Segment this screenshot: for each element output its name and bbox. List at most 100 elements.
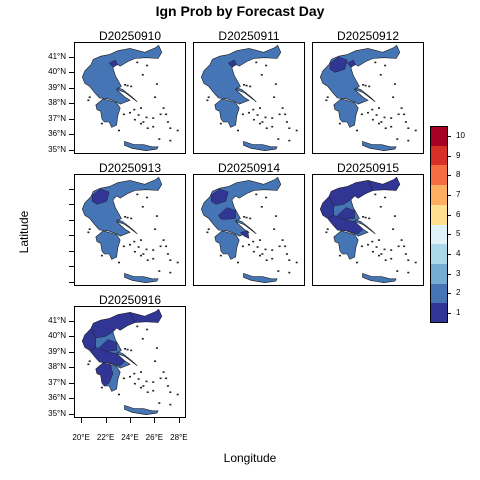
peloponnese-region xyxy=(214,98,240,128)
small-island xyxy=(364,84,367,87)
legend-label: 1 xyxy=(456,308,461,318)
small-island xyxy=(219,122,222,125)
small-island xyxy=(414,261,417,264)
class1-area-2 xyxy=(82,328,96,351)
small-island xyxy=(169,139,172,142)
legend-swatch-10 xyxy=(430,126,447,147)
small-island xyxy=(360,245,363,248)
small-island xyxy=(130,217,133,220)
small-island xyxy=(169,403,172,406)
small-island xyxy=(375,114,378,116)
class1-area-1 xyxy=(346,59,357,68)
small-island xyxy=(261,253,264,255)
small-island xyxy=(360,113,363,116)
small-island xyxy=(271,249,274,251)
small-island xyxy=(133,108,136,111)
small-island xyxy=(403,245,406,248)
small-island xyxy=(375,246,378,248)
lat-tick-mark xyxy=(69,149,74,151)
small-island xyxy=(265,196,268,199)
small-island xyxy=(142,385,145,387)
crete-island xyxy=(124,140,159,152)
lon-tick-mark xyxy=(178,418,180,423)
lat-tick-mark xyxy=(69,103,74,105)
y-axis-label: Latitude xyxy=(17,210,31,254)
small-island xyxy=(87,363,90,366)
chart-title: Ign Prob by Forecast Day xyxy=(155,3,325,19)
small-island xyxy=(379,206,382,208)
class1-area-1 xyxy=(129,308,163,323)
small-island xyxy=(122,245,125,248)
small-island xyxy=(237,261,239,264)
small-island xyxy=(165,113,168,116)
lat-tick-mark xyxy=(69,336,74,338)
small-island xyxy=(243,84,246,86)
lat-tick-label: 36°N xyxy=(48,129,66,139)
small-island xyxy=(390,257,393,260)
small-island xyxy=(326,228,329,230)
small-island xyxy=(145,248,148,251)
legend-label: 7 xyxy=(456,189,461,199)
small-island xyxy=(274,83,277,85)
small-island xyxy=(252,108,255,111)
small-island xyxy=(162,371,165,373)
legend-tick xyxy=(448,273,451,275)
small-island xyxy=(140,239,142,241)
small-island xyxy=(252,250,255,253)
small-island xyxy=(122,377,125,380)
small-island xyxy=(100,254,103,257)
small-island xyxy=(145,116,148,119)
small-island xyxy=(384,196,387,199)
small-island xyxy=(152,389,155,392)
small-island xyxy=(362,84,365,86)
greece-map xyxy=(81,176,179,284)
small-island xyxy=(259,122,261,125)
small-island xyxy=(165,377,168,380)
small-island xyxy=(404,121,407,123)
small-island xyxy=(407,127,410,129)
small-island xyxy=(206,231,209,234)
peloponnese-region xyxy=(214,230,240,260)
small-island xyxy=(248,111,250,114)
small-island xyxy=(129,375,131,378)
lon-tick-mark xyxy=(81,418,83,423)
small-island xyxy=(371,240,374,243)
small-island xyxy=(383,116,386,119)
small-island xyxy=(285,121,288,123)
small-island xyxy=(278,113,281,116)
small-island xyxy=(118,261,120,264)
crete-island xyxy=(362,272,397,284)
small-island xyxy=(141,74,144,76)
small-island xyxy=(407,271,410,274)
class1-area-5 xyxy=(95,362,114,387)
small-island xyxy=(126,84,129,87)
small-island xyxy=(371,250,374,253)
legend-swatch-7 xyxy=(430,185,447,206)
peloponnese-region xyxy=(333,230,359,260)
small-island xyxy=(245,84,248,87)
small-island xyxy=(243,216,246,218)
class1-area-0 xyxy=(329,56,348,73)
small-island xyxy=(384,127,387,129)
evia-island xyxy=(116,351,138,367)
small-island xyxy=(152,381,155,383)
small-island xyxy=(265,259,268,261)
small-island xyxy=(146,259,149,261)
small-island xyxy=(146,391,149,393)
legend-swatch-9 xyxy=(430,145,447,166)
small-island xyxy=(284,113,287,116)
small-island xyxy=(124,84,127,86)
small-island xyxy=(384,64,387,67)
class1-area-0 xyxy=(90,312,136,339)
evia-island xyxy=(116,219,138,235)
lat-tick-mark xyxy=(69,351,74,353)
small-island xyxy=(140,386,142,389)
small-island xyxy=(259,107,261,109)
small-island xyxy=(383,248,386,251)
small-island xyxy=(392,96,395,98)
small-island xyxy=(288,139,291,142)
small-island xyxy=(378,107,380,109)
lat-tick-label: 41°N xyxy=(48,315,66,325)
legend-label: 8 xyxy=(456,170,461,180)
small-island xyxy=(295,129,298,132)
